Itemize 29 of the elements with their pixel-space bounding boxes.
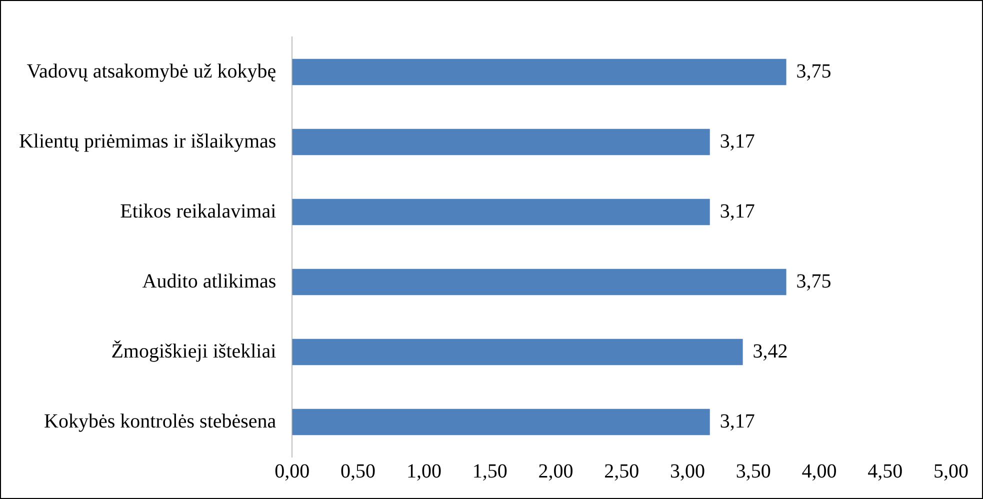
y-tick-label: Etikos reikalavimai bbox=[120, 200, 277, 222]
bar bbox=[292, 268, 786, 296]
x-tick-label: 4,50 bbox=[868, 460, 903, 482]
y-tick-label: Žmogiškieji ištekliai bbox=[111, 339, 277, 362]
data-label: 3,17 bbox=[720, 410, 755, 432]
data-label: 3,17 bbox=[720, 130, 755, 152]
y-tick-label: Vadovų atsakomybė už kokybę bbox=[26, 60, 276, 82]
y-tick-label: Klientų priėmimas ir išlaikymas bbox=[18, 130, 276, 152]
x-tick-label: 1,50 bbox=[472, 460, 508, 482]
y-tick-label: Audito atlikimas bbox=[142, 270, 276, 292]
bar bbox=[292, 338, 743, 366]
x-tick-label: 3,50 bbox=[736, 460, 771, 482]
bar bbox=[292, 58, 786, 86]
data-label: 3,42 bbox=[752, 340, 788, 362]
y-tick-label: Kokybės kontrolės stebėsena bbox=[44, 410, 276, 432]
bar bbox=[292, 128, 710, 156]
x-tick-label: 4,00 bbox=[802, 460, 837, 482]
x-tick-label: 2,50 bbox=[604, 460, 640, 482]
data-label: 3,17 bbox=[720, 200, 755, 222]
x-tick-label: 0,50 bbox=[340, 460, 376, 482]
bar bbox=[292, 408, 710, 436]
data-label: 3,75 bbox=[796, 60, 832, 82]
x-tick-label: 2,00 bbox=[538, 460, 574, 482]
x-tick-label: 5,00 bbox=[934, 460, 968, 482]
data-label: 3,75 bbox=[796, 270, 832, 292]
x-tick-label: 1,00 bbox=[406, 460, 442, 482]
x-tick-label: 0,00 bbox=[274, 460, 310, 482]
bar bbox=[292, 198, 710, 226]
x-tick-label: 3,00 bbox=[670, 460, 705, 482]
